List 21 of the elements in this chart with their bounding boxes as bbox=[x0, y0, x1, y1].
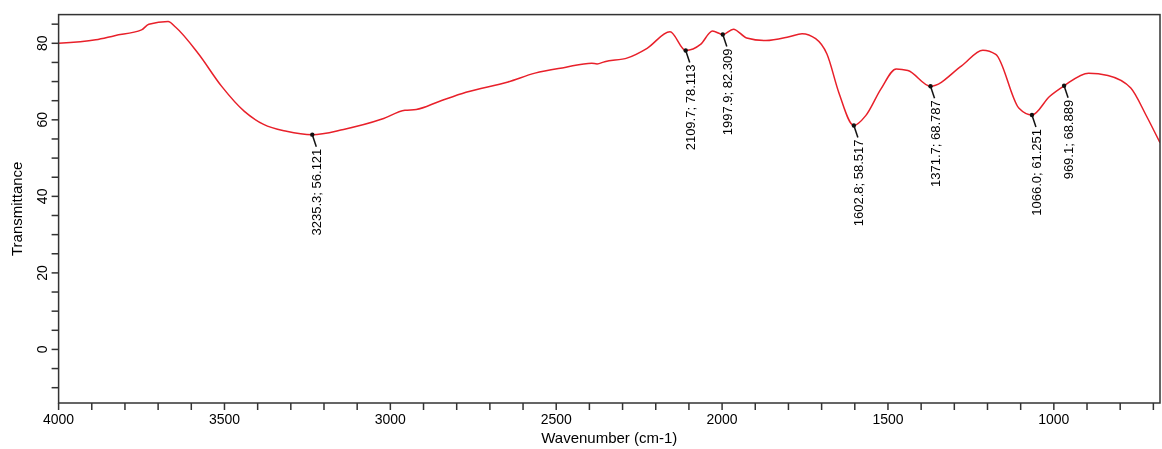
x-tick-label: 3500 bbox=[208, 411, 241, 427]
x-axis-title: Wavenumber (cm-1) bbox=[541, 429, 678, 446]
y-tick-label: 80 bbox=[33, 35, 50, 52]
annotation: 3235.3; 56.121 bbox=[309, 148, 325, 236]
x-tick-label: 1000 bbox=[1038, 411, 1070, 427]
x-tick-label: 3000 bbox=[374, 411, 407, 427]
y-axis-title: Transmittance bbox=[8, 161, 25, 257]
annotation: 2109.7; 78.113 bbox=[682, 64, 698, 151]
x-tick-label: 1500 bbox=[872, 411, 904, 427]
y-tick-label: 0 bbox=[33, 345, 50, 354]
annotation: 1997.9; 82.309 bbox=[719, 48, 735, 136]
y-tick-label: 60 bbox=[33, 111, 50, 128]
x-tick-label: 4000 bbox=[43, 411, 75, 427]
annotation: 1371.7; 68.787 bbox=[927, 100, 943, 187]
annotation: 969.1; 68.889 bbox=[1061, 99, 1077, 180]
y-tick-label: 20 bbox=[33, 264, 50, 281]
y-tick-label: 40 bbox=[33, 188, 50, 205]
x-tick-label: 2500 bbox=[540, 411, 572, 427]
annotation: 1066.0; 61.251 bbox=[1028, 129, 1044, 216]
x-tick-label: 2000 bbox=[706, 411, 738, 427]
annotation: 1602.8; 58.517 bbox=[850, 139, 866, 227]
